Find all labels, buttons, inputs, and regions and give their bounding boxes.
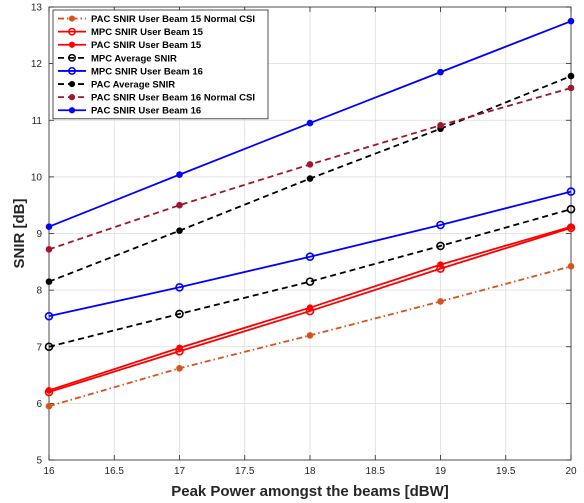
series-7 xyxy=(45,17,575,231)
y-tick-label: 6 xyxy=(36,399,42,410)
legend-marker xyxy=(68,94,76,101)
legend-label: PAC SNIR User Beam 16 Normal CSI xyxy=(91,93,255,104)
series-2 xyxy=(45,223,575,394)
data-point xyxy=(436,241,445,251)
x-tick-label: 16.5 xyxy=(105,466,125,477)
legend-label: MPC SNIR User Beam 15 xyxy=(91,27,204,38)
y-axis-label: SNIR [dB] xyxy=(11,199,28,269)
x-tick-label: 20 xyxy=(565,466,577,477)
data-point xyxy=(305,277,315,286)
legend-label: PAC SNIR User Beam 15 Normal CSI xyxy=(91,14,255,25)
data-point xyxy=(176,344,183,352)
series-lines xyxy=(44,17,576,410)
y-tick-label: 8 xyxy=(36,286,42,297)
data-point xyxy=(436,220,445,230)
legend-marker xyxy=(68,41,76,48)
data-point xyxy=(437,68,444,76)
data-point xyxy=(437,122,444,129)
data-point xyxy=(567,72,575,80)
data-point xyxy=(567,223,575,231)
data-point xyxy=(566,187,576,196)
legend-marker xyxy=(68,53,76,62)
data-point xyxy=(176,364,183,372)
x-tick-label: 18 xyxy=(304,466,316,477)
series-0 xyxy=(45,263,575,410)
x-tick-label: 17.5 xyxy=(235,466,255,477)
x-tick-label: 17 xyxy=(174,466,186,477)
legend-label: PAC Average SNIR xyxy=(91,79,175,90)
data-point xyxy=(175,309,184,319)
data-point xyxy=(44,342,54,352)
legend-marker xyxy=(68,80,76,88)
data-point xyxy=(176,171,183,178)
y-tick-label: 12 xyxy=(31,59,43,70)
data-point xyxy=(306,119,314,127)
data-point xyxy=(44,311,54,321)
legend-item: MPC Average SNIR xyxy=(58,53,177,64)
y-tick-label: 5 xyxy=(36,456,42,467)
data-point xyxy=(305,252,315,262)
legend-item: PAC SNIR User Beam 15 xyxy=(58,40,202,51)
data-point xyxy=(45,223,53,231)
series-4 xyxy=(44,187,576,321)
x-tick-label: 19.5 xyxy=(496,466,516,477)
data-point xyxy=(45,387,53,394)
data-point xyxy=(175,282,184,292)
legend-item: MPC SNIR User Beam 16 xyxy=(58,66,203,77)
legend-marker xyxy=(68,67,76,75)
y-tick-label: 11 xyxy=(32,116,43,127)
legend-item: PAC SNIR User Beam 15 Normal CSI xyxy=(58,14,255,25)
legend-item: PAC Average SNIR xyxy=(58,79,175,90)
legend-label: PAC SNIR User Beam 16 xyxy=(91,106,201,117)
legend-label: PAC SNIR User Beam 15 xyxy=(91,40,202,51)
legend-item: PAC SNIR User Beam 16 xyxy=(58,106,201,117)
y-tick-label: 10 xyxy=(31,172,43,183)
data-point xyxy=(306,332,314,339)
y-tick-label: 7 xyxy=(36,342,42,353)
data-point xyxy=(45,402,53,410)
legend-label: MPC Average SNIR xyxy=(91,53,177,64)
data-point xyxy=(567,17,575,25)
legend-marker xyxy=(68,15,76,22)
legend-marker xyxy=(68,107,76,114)
data-point xyxy=(306,161,314,168)
x-tick-label: 16 xyxy=(43,466,55,477)
x-tick-label: 18.5 xyxy=(366,466,386,477)
x-axis-label: Peak Power amongst the beams [dBW] xyxy=(171,483,449,500)
y-tick-label: 9 xyxy=(36,229,42,240)
legend: PAC SNIR User Beam 15 Normal CSI MPC SNIR… xyxy=(52,9,269,120)
legend-marker xyxy=(68,27,76,36)
data-point xyxy=(437,261,444,268)
series-3 xyxy=(44,204,576,352)
data-point xyxy=(45,246,53,253)
data-point xyxy=(567,84,575,92)
series-line xyxy=(48,190,572,318)
data-point xyxy=(567,263,575,270)
y-tick-label: 13 xyxy=(31,3,43,14)
series-6 xyxy=(45,84,575,253)
data-point xyxy=(45,278,53,285)
series-line xyxy=(48,226,572,393)
data-point xyxy=(437,298,444,305)
data-point xyxy=(566,204,576,214)
legend-item: MPC SNIR User Beam 15 xyxy=(58,27,204,38)
data-point xyxy=(306,175,314,182)
axis-ticks: 16 16.5 17 17.5 18 18.5 19 19.5 20 5 6 7 8 9 10 11 12 13 xyxy=(31,3,577,478)
legend-item: PAC SNIR User Beam 16 Normal CSI xyxy=(58,93,255,104)
x-tick-label: 19 xyxy=(435,466,447,477)
series-5 xyxy=(45,72,575,285)
data-point xyxy=(176,227,183,234)
legend-label: MPC SNIR User Beam 16 xyxy=(91,66,203,77)
data-point xyxy=(176,201,183,209)
legend-box xyxy=(52,9,269,120)
data-point xyxy=(306,304,314,311)
